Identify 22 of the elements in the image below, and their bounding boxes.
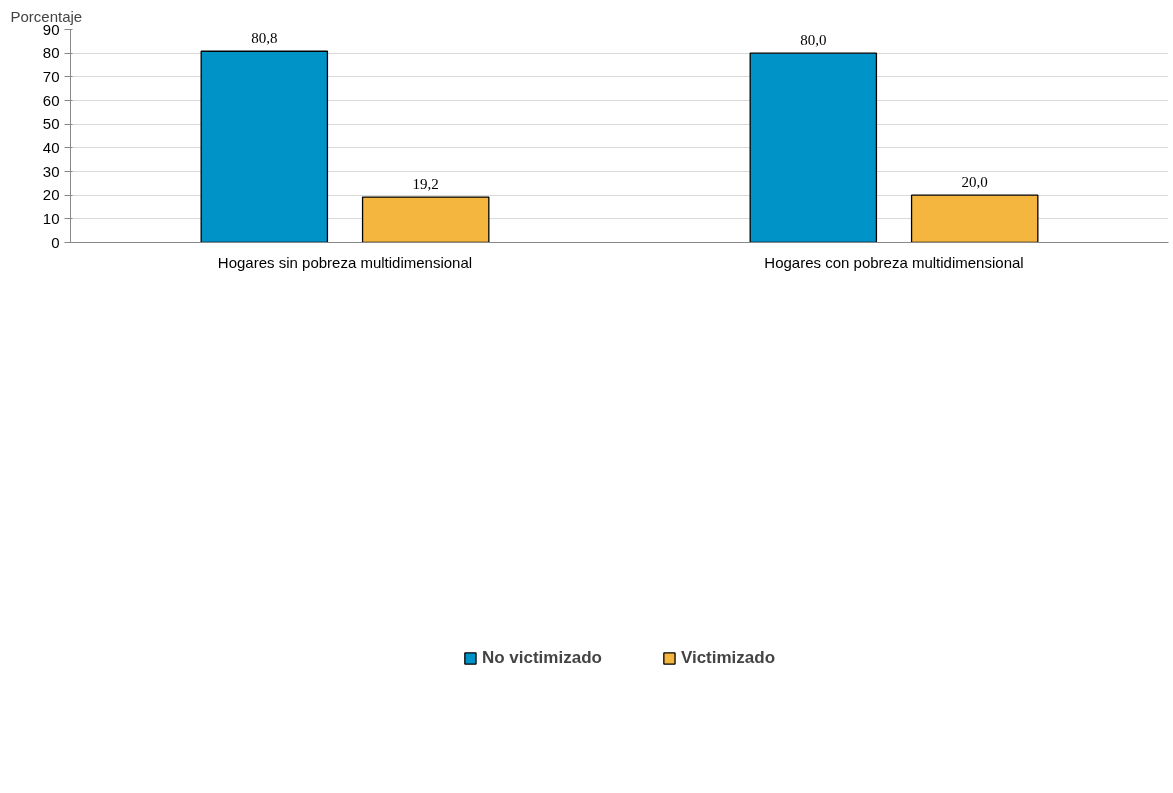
data-label: 80,0	[800, 32, 827, 49]
bar	[200, 50, 329, 243]
y-tick-label: 60	[42, 91, 60, 109]
y-tick-label: 70	[42, 67, 60, 85]
legend-label: No victimizado	[481, 648, 602, 668]
data-label: 20,0	[961, 174, 988, 191]
y-tick-label: 20	[42, 186, 60, 204]
y-tick-label: 10	[42, 209, 60, 227]
y-tick-label: 40	[42, 138, 60, 156]
legend-label: Victimizado	[680, 648, 776, 668]
y-tick-label: 0	[51, 233, 60, 251]
y-tick-label: 50	[42, 115, 60, 133]
y-axis-title: Porcentaje	[10, 7, 83, 25]
y-tick-label: 30	[42, 162, 60, 180]
x-tick-label: Hogares con pobreza multidimensional	[764, 253, 1024, 271]
bar	[910, 194, 1039, 243]
x-tick-label: Hogares sin pobreza multidimensional	[217, 253, 473, 271]
data-label: 19,2	[412, 176, 439, 193]
bar	[749, 52, 878, 243]
data-label: 80,8	[251, 30, 278, 47]
y-tick-label: 80	[42, 44, 60, 62]
bar	[361, 196, 490, 243]
